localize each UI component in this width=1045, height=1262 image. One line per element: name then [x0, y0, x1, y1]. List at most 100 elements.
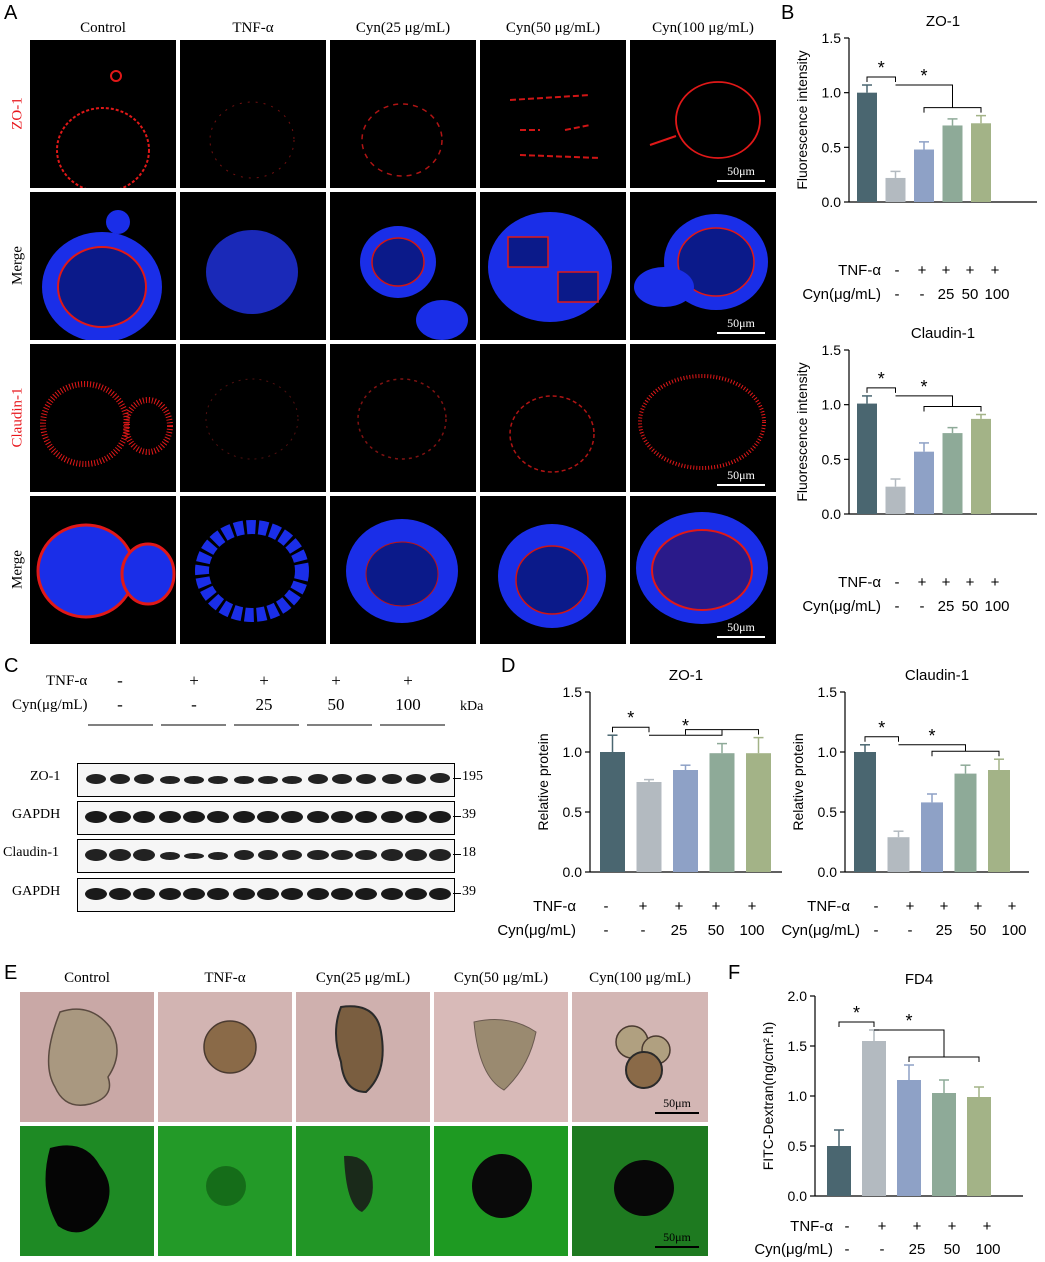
cond-b1-cyn-4: 100 — [984, 286, 1010, 303]
sig-bracket-1 — [895, 84, 953, 108]
sig-bracket-group — [923, 107, 982, 113]
cond-d1-cyn-4: 100 — [739, 922, 765, 939]
panel-letter-a: A — [4, 2, 18, 24]
sig-star-0: * — [878, 369, 885, 389]
y-tick-label: 1.0 — [822, 85, 842, 101]
y-tick-label: 0.0 — [818, 864, 838, 880]
sig-bracket-group — [923, 406, 982, 412]
panel-letter-f: F — [728, 962, 741, 984]
y-tick-label: 0.0 — [822, 194, 842, 210]
bar-3 — [932, 1093, 956, 1196]
cond-f-tnf-4: + — [982, 1218, 992, 1235]
cond-d1-tnf-0: - — [603, 898, 609, 915]
cond-f-cyn-label: Cyn(μg/mL) — [754, 1241, 833, 1258]
row-label-claudin1: Claudin-1 — [9, 387, 26, 448]
wb-tnf-label: TNF-α — [46, 673, 88, 689]
wb-tnf-1: + — [189, 671, 199, 690]
cond-f-cyn-2: 25 — [908, 1241, 926, 1258]
y-tick-label: 0.5 — [563, 804, 583, 820]
wb-cyn-3: 50 — [327, 695, 345, 714]
bar-3 — [954, 773, 977, 872]
panel-letter-d: D — [501, 655, 516, 677]
micrograph-zo1-cyn100: 50μm — [630, 40, 776, 188]
bar-2 — [897, 1080, 921, 1196]
brightfield-control — [20, 992, 154, 1122]
sig-bracket-0 — [612, 726, 650, 733]
cond-b1-tnf-0: - — [894, 262, 900, 279]
cond-f-cyn-1: - — [879, 1241, 885, 1258]
bar-2 — [673, 770, 698, 872]
wb-blot-claudin1 — [77, 839, 455, 873]
y-tick-label: 0.5 — [822, 139, 842, 155]
cond-b2-cyn-4: 100 — [984, 598, 1010, 615]
sig-bracket-group — [685, 729, 759, 735]
y-tick-label: 0.0 — [822, 506, 842, 522]
group-header-cyn100: Cyn(100 μg/mL) — [652, 20, 754, 36]
cond-f-cyn-3: 50 — [943, 1241, 961, 1258]
micrograph-merge2-tnf — [180, 496, 326, 644]
sig-bracket-1 — [898, 744, 966, 752]
cond-b1-cyn-2: 25 — [937, 286, 955, 303]
bar-4 — [746, 753, 771, 872]
cond-d1-cyn-2: 25 — [670, 922, 688, 939]
micrograph-claudin1-tnf — [180, 344, 326, 492]
fluorescence-cyn50 — [434, 1126, 568, 1256]
bar-0 — [854, 752, 876, 872]
sig-star-1: * — [920, 377, 927, 397]
cond-d2-tnf-label: TNF-α — [807, 898, 850, 915]
wb-group-underlines — [88, 724, 445, 726]
sig-bracket-0 — [864, 736, 899, 742]
scale-bar-claudin1: 50μm — [714, 468, 768, 486]
cond-b2-cyn-2: 25 — [937, 598, 955, 615]
cond-b2-tnf-3: + — [965, 574, 975, 591]
wb-kda-0: 195 — [462, 769, 483, 784]
sig-bracket-0 — [838, 1021, 875, 1027]
bar-0 — [600, 752, 625, 872]
scale-bar-merge1: 50μm — [714, 316, 768, 334]
micrograph-merge1-cyn25 — [330, 192, 476, 340]
sig-bracket-0 — [866, 387, 896, 393]
y-tick-label: 1.0 — [822, 397, 842, 413]
y-tick-label: 0.0 — [788, 1188, 808, 1202]
cond-d2-tnf-0: - — [873, 898, 879, 915]
sig-bracket-1 — [874, 1029, 945, 1057]
micrograph-merge1-tnf — [180, 192, 326, 340]
cond-d2-cyn-2: 25 — [935, 922, 953, 939]
brightfield-tnf — [158, 992, 292, 1122]
group-header-cyn25: Cyn(25 μg/mL) — [355, 20, 451, 36]
chart-b-bottom: Claudin-1 Fluorescence intensity 0.0 0.5 1.0… — [795, 325, 1037, 522]
micrograph-zo1-tnf — [180, 40, 326, 188]
wb-tnf-3: + — [331, 671, 341, 690]
micrograph-merge2-cyn50 — [480, 496, 626, 644]
y-axis-label: Fluorescence intensity — [795, 50, 810, 189]
micrograph-merge1-control — [30, 192, 176, 340]
wb-row-label-2: Claudin-1 — [3, 845, 59, 860]
cond-d2-cyn-3: 50 — [969, 922, 987, 939]
sig-star-1: * — [928, 726, 935, 746]
y-tick-label: 1.0 — [788, 1088, 808, 1104]
bar-4 — [971, 418, 991, 514]
wb-kda-1: 39 — [462, 807, 476, 822]
chart-b-top: ZO-1 Fluorescence intensity 0.0 0.5 1.0 1.5 * * — [795, 13, 1037, 210]
e-header-tnf: TNF-α — [204, 970, 246, 986]
cond-d2-cyn-1: - — [907, 922, 913, 939]
e-header-cyn100: Cyn(100 μg/mL) — [589, 970, 691, 986]
bar-1 — [885, 486, 906, 514]
wb-kda-label: kDa — [460, 699, 484, 714]
wb-kda-3: 39 — [462, 884, 476, 899]
cond-f-tnf-0: - — [844, 1218, 850, 1235]
micrograph-claudin1-cyn100: 50μm — [630, 344, 776, 492]
y-tick-label: 1.0 — [818, 744, 838, 760]
panel-letter-e: E — [4, 962, 18, 984]
wb-tnf-4: + — [403, 671, 413, 690]
wb-blot-zo1 — [77, 763, 455, 797]
bar-1 — [885, 177, 906, 202]
e-header-cyn50: Cyn(50 μg/mL) — [453, 970, 549, 986]
sig-star-0: * — [853, 1003, 860, 1023]
cond-d1-cyn-3: 50 — [707, 922, 725, 939]
y-tick-label: 0.5 — [788, 1138, 808, 1154]
bar-1 — [636, 782, 662, 872]
wb-row-label-1: GAPDH — [12, 807, 61, 822]
sig-star-1: * — [905, 1011, 912, 1031]
micrograph-merge1-cyn100: 50μm — [630, 192, 776, 340]
